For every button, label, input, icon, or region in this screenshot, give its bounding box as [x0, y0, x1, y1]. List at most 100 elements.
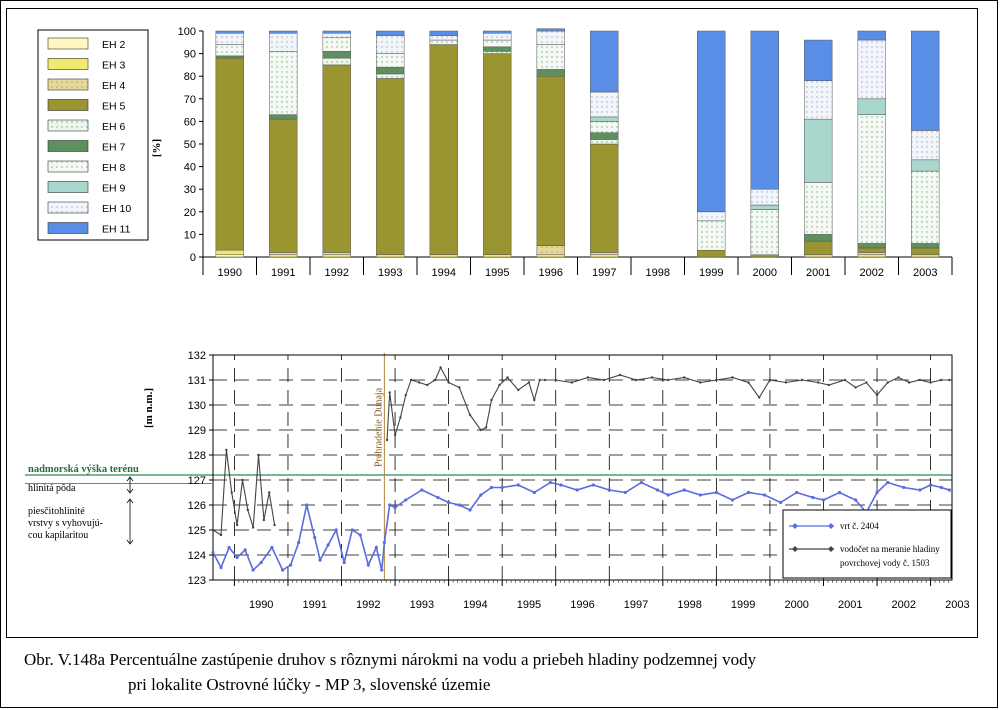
point-vrt — [318, 558, 322, 562]
bar-segment — [322, 51, 351, 59]
legend-label: EH 10 — [102, 203, 131, 215]
bar-x-tick-label: 1994 — [432, 267, 456, 279]
legend-swatch-pattern — [48, 120, 88, 131]
point-vodocet — [731, 376, 734, 379]
point-vrt — [374, 545, 378, 550]
bar-segment-pattern — [590, 92, 619, 117]
point-vrt — [607, 488, 611, 492]
point-vodocet — [570, 381, 573, 384]
point-vrt — [779, 500, 783, 505]
bar-segment — [322, 64, 351, 253]
legend-label: EH 4 — [102, 80, 126, 92]
point-vrt — [219, 565, 223, 570]
bar-segment — [697, 30, 726, 213]
point-vodocet — [907, 381, 911, 384]
bar-segment — [269, 30, 298, 34]
point-vrt — [243, 548, 247, 552]
line-x-tick-label: 1990 — [249, 599, 273, 611]
point-vodocet — [897, 376, 900, 379]
bar-segment — [536, 28, 565, 32]
legend-swatch — [47, 37, 89, 50]
line-x-tick-label: 2000 — [784, 599, 808, 611]
point-vrt — [358, 533, 362, 537]
point-vrt — [918, 488, 922, 492]
point-vrt — [886, 480, 890, 485]
soil-label: hlinitá pôda — [28, 483, 76, 494]
legend-label: EH 8 — [102, 162, 126, 174]
figure-caption-line2: pri lokalite Ostrovné lúčky - MP 3, slov… — [128, 675, 491, 694]
bar-segment — [750, 254, 779, 258]
bar-segment-pattern — [536, 245, 565, 255]
point-vodocet — [533, 398, 536, 402]
point-vrt — [730, 498, 735, 502]
bar-x-tick-label: 1995 — [485, 267, 509, 279]
bar-segment — [376, 78, 405, 255]
point-vodocet — [409, 378, 413, 382]
point-vrt — [516, 483, 520, 487]
point-vrt — [447, 500, 451, 505]
bar-y-tick-label: 40 — [184, 162, 196, 174]
bar-x-tick-label: 1998 — [646, 267, 670, 279]
bar-y-tick-label: 90 — [184, 49, 196, 61]
point-vodocet — [399, 416, 402, 419]
bar-segment — [536, 254, 565, 258]
bar-segment — [429, 44, 458, 255]
point-vrt — [762, 493, 767, 497]
point-vodocet — [816, 381, 820, 384]
bar-segment-pattern — [269, 51, 298, 115]
bar-segment-pattern — [322, 37, 351, 52]
bar-x-tick-label: 2001 — [806, 267, 830, 279]
bar-y-tick-label: 20 — [184, 207, 196, 219]
bar-segment — [697, 249, 726, 258]
point-vrt — [489, 485, 494, 490]
line-legend-box — [782, 509, 952, 579]
line-x-tick-label: 1999 — [731, 599, 755, 611]
legend-label: EH 9 — [102, 183, 126, 195]
bar-segment-pattern — [483, 33, 512, 41]
point-vrt — [281, 568, 285, 572]
bar-segment-pattern — [697, 220, 726, 251]
point-vrt — [746, 490, 751, 495]
point-vodocet — [211, 528, 215, 532]
bar-segment — [215, 254, 244, 258]
line-y-axis-label: [m n.m.] — [143, 388, 155, 428]
legend-label: EH 7 — [102, 142, 126, 154]
legend-swatch-pattern — [48, 202, 88, 213]
point-vodocet — [666, 378, 670, 382]
line-y-tick-label: 130 — [188, 400, 206, 412]
bar-segment-pattern — [750, 189, 779, 206]
bar-segment — [269, 254, 298, 258]
point-vodocet — [683, 376, 686, 379]
legend-label: EH 2 — [102, 39, 126, 51]
bar-segment — [590, 30, 619, 93]
bar-segment — [322, 30, 351, 34]
point-vrt — [388, 503, 392, 507]
point-vodocet — [586, 376, 590, 379]
point-vodocet — [251, 526, 255, 529]
point-vodocet — [268, 491, 271, 494]
bar-segment — [857, 30, 886, 41]
bar-segment-pattern — [429, 35, 458, 41]
point-vrt — [875, 490, 879, 495]
point-vodocet — [235, 523, 239, 527]
line-y-tick-label: 125 — [188, 525, 206, 537]
point-vrt — [639, 480, 644, 485]
line-chart-series — [211, 366, 951, 572]
bar-segment-pattern — [857, 252, 886, 255]
bar-segment — [911, 243, 940, 249]
point-vodocet — [699, 381, 702, 384]
point-vrt — [382, 540, 386, 545]
bar-y-tick-label: 10 — [184, 229, 196, 241]
bar-chart-bars — [215, 28, 940, 258]
bar-segment-pattern — [911, 171, 940, 244]
point-vodocet — [230, 491, 233, 494]
line-y-tick-label: 123 — [188, 575, 206, 587]
bar-segment — [590, 116, 619, 122]
line-x-tick-label: 1998 — [677, 599, 701, 611]
bar-chart-axes: 0 10 20 30 40 50 60 70 80 90 100 1990 1991 1992 1993 19… — [178, 26, 953, 279]
bar-segment — [215, 249, 244, 255]
legend-label-vrt: vrt č. 2404 — [840, 521, 879, 531]
point-vrt — [548, 480, 552, 485]
legend-label-vodocet-2: povrchovej vody č. 1503 — [840, 558, 930, 568]
